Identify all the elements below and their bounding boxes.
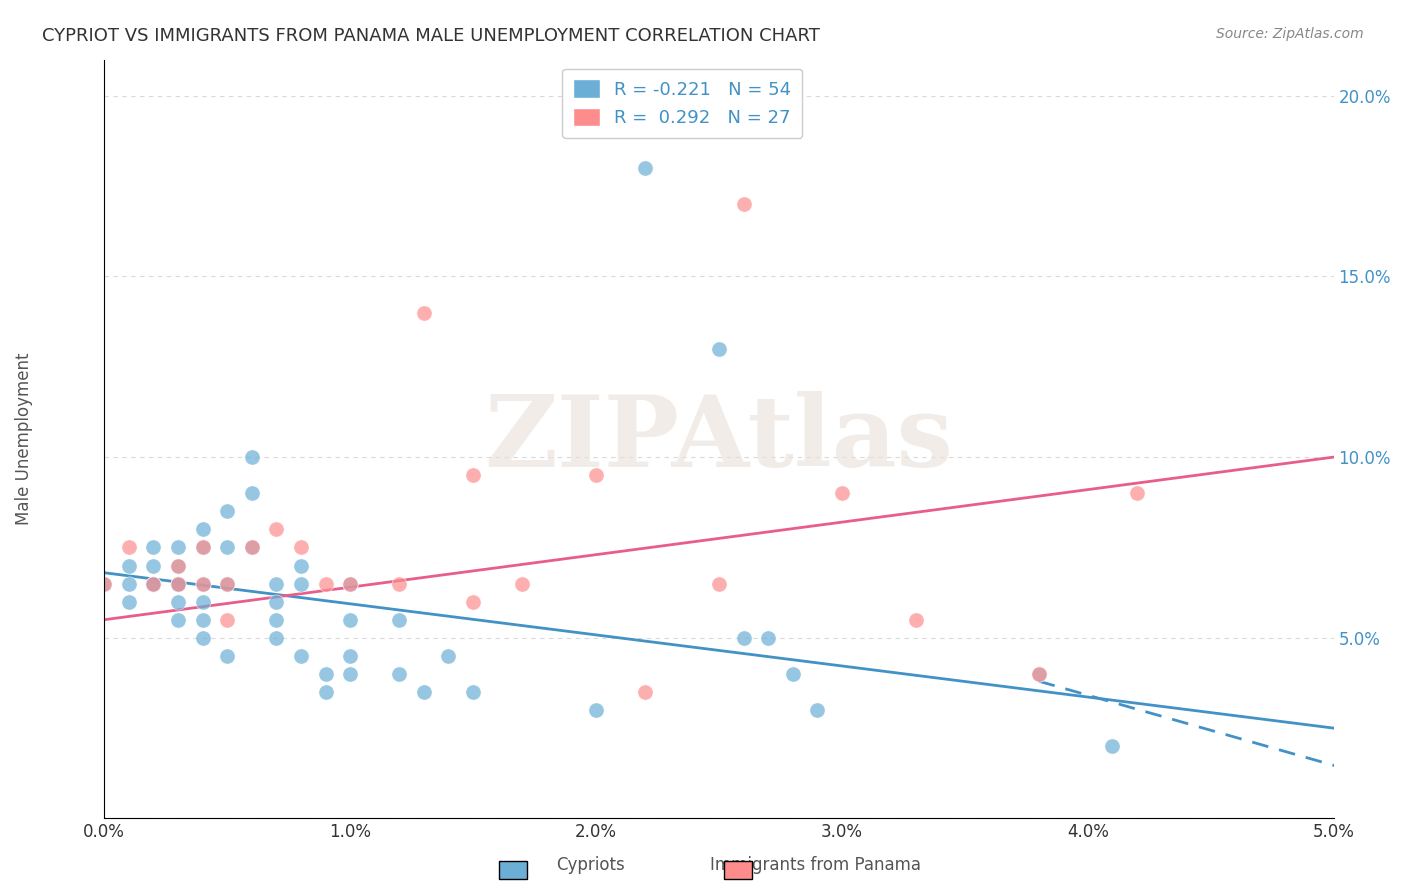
Point [634,685,657,699]
Point [290,558,312,573]
Point [756,631,779,645]
Point [1028,667,1050,681]
Point [339,576,361,591]
Point [290,648,312,663]
Point [733,631,755,645]
Point [388,576,411,591]
Point [782,667,804,681]
Point [118,576,141,591]
Point [266,594,288,608]
Point [191,541,214,555]
Point [1126,486,1149,500]
Point [266,576,288,591]
Point [1101,739,1123,754]
Point [217,613,239,627]
Point [461,468,484,483]
Text: Source: ZipAtlas.com: Source: ZipAtlas.com [1216,27,1364,41]
Point [634,161,657,175]
Point [290,576,312,591]
Point [461,685,484,699]
Point [266,522,288,536]
Point [167,558,190,573]
Point [585,703,607,717]
Point [142,576,165,591]
Point [217,576,239,591]
Point [167,576,190,591]
Point [142,541,165,555]
Point [290,541,312,555]
Point [118,558,141,573]
Point [191,594,214,608]
Point [315,667,337,681]
Point [142,576,165,591]
Point [1028,667,1050,681]
Point [191,522,214,536]
Point [733,197,755,211]
Point [142,558,165,573]
Point [240,486,263,500]
Point [240,541,263,555]
Point [339,648,361,663]
Text: ZIPAtlas: ZIPAtlas [485,391,953,488]
Point [461,594,484,608]
Point [93,576,115,591]
Point [240,450,263,464]
Point [266,631,288,645]
Point [118,594,141,608]
Point [806,703,828,717]
Point [118,541,141,555]
Point [191,576,214,591]
Text: Cypriots: Cypriots [557,856,624,874]
Point [315,685,337,699]
Legend: R = -0.221   N = 54, R =  0.292   N = 27: R = -0.221 N = 54, R = 0.292 N = 27 [562,69,803,138]
Point [904,613,927,627]
Point [191,613,214,627]
Point [831,486,853,500]
Point [437,648,460,663]
Point [191,541,214,555]
Point [339,613,361,627]
Point [388,613,411,627]
Point [339,576,361,591]
Point [412,305,434,319]
Text: CYPRIOT VS IMMIGRANTS FROM PANAMA MALE UNEMPLOYMENT CORRELATION CHART: CYPRIOT VS IMMIGRANTS FROM PANAMA MALE U… [42,27,820,45]
Point [167,613,190,627]
Point [217,504,239,518]
Point [707,342,730,356]
Point [510,576,533,591]
Point [217,541,239,555]
Point [167,576,190,591]
Point [266,613,288,627]
Point [707,576,730,591]
Point [388,667,411,681]
Point [315,576,337,591]
Point [191,576,214,591]
Point [93,576,115,591]
Point [339,667,361,681]
Point [167,576,190,591]
Point [191,631,214,645]
Point [412,685,434,699]
Point [217,648,239,663]
Point [240,541,263,555]
Point [167,541,190,555]
Text: Immigrants from Panama: Immigrants from Panama [710,856,921,874]
Point [167,558,190,573]
Point [167,594,190,608]
Point [142,576,165,591]
Point [217,576,239,591]
Point [585,468,607,483]
Y-axis label: Male Unemployment: Male Unemployment [15,352,32,525]
